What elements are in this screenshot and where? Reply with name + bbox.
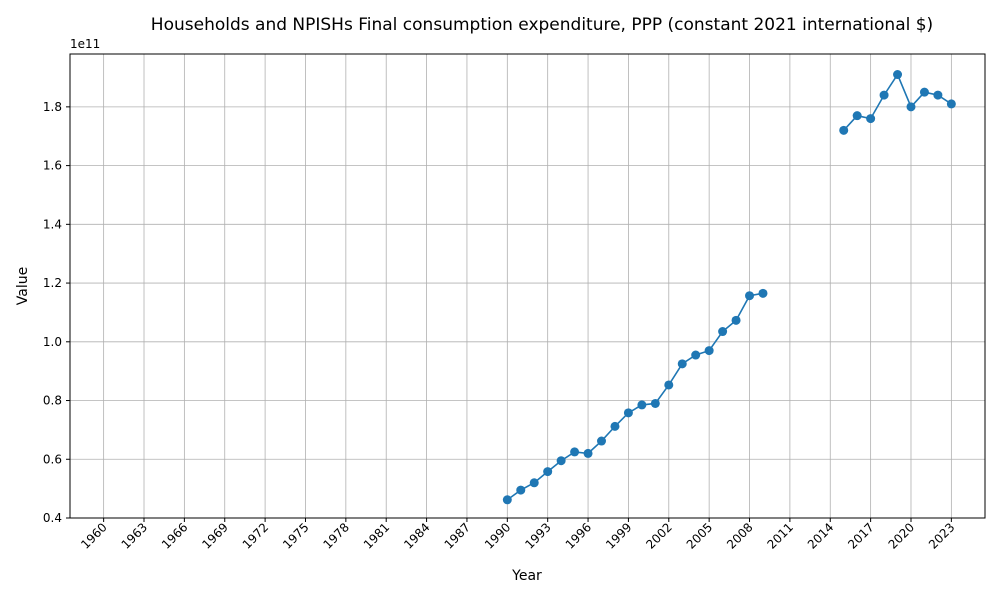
x-tick-label: 2017	[845, 520, 876, 551]
y-tick-label: 0.8	[43, 394, 62, 408]
x-tick-label: 2002	[643, 520, 674, 551]
data-point	[718, 327, 728, 337]
y-tick-label: 1.0	[43, 335, 62, 349]
x-tick-label: 1981	[361, 520, 392, 551]
data-point	[866, 114, 876, 124]
x-tick-label: 1975	[280, 520, 311, 551]
data-point	[691, 350, 701, 360]
data-point	[570, 447, 580, 457]
x-tick-label: 2005	[684, 520, 715, 551]
x-tick-label: 2008	[724, 520, 755, 551]
data-point	[758, 288, 768, 298]
data-point	[597, 436, 607, 446]
data-point	[516, 485, 526, 495]
data-point	[906, 102, 916, 112]
data-point	[677, 359, 687, 369]
y-tick-label: 0.6	[43, 452, 62, 466]
x-tick-label: 1990	[482, 520, 513, 551]
data-point	[529, 478, 539, 488]
series-line-segment	[843, 72, 952, 131]
data-point	[745, 291, 755, 301]
y-tick-label: 1.6	[43, 159, 62, 173]
x-tick-label: 2014	[805, 520, 836, 551]
x-tick-label: 1999	[603, 520, 634, 551]
data-point	[839, 125, 849, 135]
chart-title: Households and NPISHs Final consumption …	[151, 15, 933, 35]
data-point	[610, 421, 620, 431]
y-axis-label: Value	[15, 267, 31, 305]
x-tick-label: 1993	[522, 520, 553, 551]
y-tick-label: 1.8	[43, 100, 62, 114]
x-tick-label: 2011	[765, 520, 796, 551]
data-point	[664, 380, 674, 390]
x-tick-label: 1963	[119, 520, 150, 551]
x-axis-ticks: 1960 1963 1966 1969 1972 1975 1978 1981 1984 1987…	[78, 518, 957, 552]
y-tick-label: 1.2	[43, 276, 62, 290]
data-point	[852, 111, 862, 121]
data-point	[731, 315, 741, 325]
data-point	[933, 90, 943, 100]
data-point	[623, 408, 633, 418]
x-tick-label: 1969	[199, 520, 230, 551]
y-offset-label: 1e11	[70, 37, 100, 51]
y-tick-label: 0.4	[43, 511, 62, 525]
x-tick-label: 1996	[563, 520, 594, 551]
x-tick-label: 1966	[159, 520, 190, 551]
data-point	[879, 90, 889, 100]
data-point	[543, 467, 553, 477]
x-axis-label: Year	[511, 568, 542, 584]
data-point	[502, 495, 512, 505]
x-tick-label: 1987	[442, 520, 473, 551]
data-point	[946, 99, 956, 109]
data-point	[650, 398, 660, 408]
data-point	[893, 70, 903, 80]
x-tick-label: 2023	[926, 520, 957, 551]
y-axis-ticks: 0.4 0.6 0.8 1.0 1.2 1.4 1.6 1.8	[43, 100, 70, 525]
grid-lines	[70, 54, 985, 519]
data-point	[637, 400, 647, 410]
data-point	[704, 346, 714, 356]
data-point	[583, 448, 593, 458]
x-tick-label: 1972	[240, 520, 271, 551]
plot-frame	[69, 53, 986, 519]
data-point	[919, 87, 929, 97]
data-series	[502, 70, 956, 505]
data-point	[556, 456, 566, 466]
x-tick-label: 1984	[401, 520, 432, 551]
y-tick-label: 1.4	[43, 217, 62, 231]
x-tick-label: 2020	[886, 520, 917, 551]
x-tick-label: 1960	[78, 520, 109, 551]
x-tick-label: 1978	[320, 520, 351, 551]
